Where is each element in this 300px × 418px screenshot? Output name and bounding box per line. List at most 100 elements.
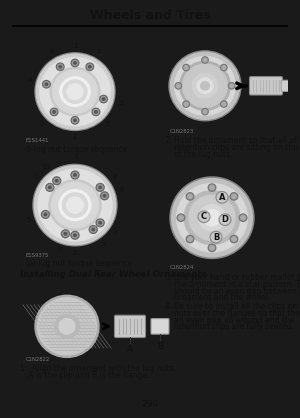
Circle shape	[232, 194, 236, 199]
Circle shape	[52, 110, 57, 115]
Circle shape	[33, 164, 117, 246]
Text: C1N2822: C1N2822	[26, 357, 50, 362]
Circle shape	[189, 195, 235, 240]
Circle shape	[72, 60, 78, 66]
Circle shape	[56, 63, 64, 71]
Circle shape	[188, 194, 192, 199]
Text: an even gap all around and the: an even gap all around and the	[174, 316, 295, 325]
Circle shape	[47, 185, 52, 190]
Text: the ornament in a star pattern. There: the ornament in a star pattern. There	[174, 280, 300, 289]
Circle shape	[52, 70, 98, 113]
Circle shape	[188, 237, 192, 241]
Text: 5: 5	[106, 121, 110, 127]
Circle shape	[96, 219, 104, 227]
Text: C: C	[201, 212, 207, 221]
Circle shape	[46, 184, 54, 191]
Text: 1: 1	[73, 155, 77, 161]
Circle shape	[216, 191, 228, 203]
Text: 7: 7	[58, 247, 62, 253]
FancyBboxPatch shape	[281, 80, 289, 92]
Circle shape	[186, 235, 194, 243]
Circle shape	[203, 110, 207, 114]
Circle shape	[232, 237, 236, 241]
Circle shape	[197, 78, 213, 94]
Text: 3: 3	[33, 174, 38, 180]
Circle shape	[170, 177, 254, 258]
Circle shape	[210, 246, 214, 250]
Circle shape	[59, 66, 61, 68]
Circle shape	[52, 182, 98, 228]
Circle shape	[38, 298, 96, 355]
Circle shape	[93, 110, 98, 115]
Text: 2: 2	[73, 134, 77, 140]
Text: should be an even gap between the: should be an even gap between the	[174, 287, 300, 296]
Circle shape	[198, 211, 210, 222]
Circle shape	[103, 195, 106, 197]
Circle shape	[177, 214, 185, 222]
Circle shape	[199, 205, 225, 231]
Circle shape	[61, 230, 69, 238]
Circle shape	[172, 178, 252, 257]
Circle shape	[99, 222, 101, 224]
Circle shape	[210, 185, 214, 190]
Circle shape	[55, 315, 79, 338]
Circle shape	[202, 57, 208, 63]
Text: 1.  Align the ornament with the lug nuts.: 1. Align the ornament with the lug nuts.	[20, 364, 176, 373]
Text: 5: 5	[26, 217, 31, 223]
Circle shape	[35, 296, 99, 357]
Circle shape	[208, 244, 216, 252]
Text: C1N2824: C1N2824	[170, 265, 194, 270]
Circle shape	[53, 177, 61, 185]
Circle shape	[175, 83, 182, 89]
Circle shape	[180, 61, 230, 110]
Text: 4.: 4.	[165, 302, 172, 311]
Circle shape	[86, 63, 94, 71]
Circle shape	[203, 58, 207, 62]
Circle shape	[202, 109, 208, 115]
Text: E1S9375: E1S9375	[26, 252, 50, 257]
Circle shape	[192, 74, 218, 98]
Text: Installing Dual Rear Wheel Ornaments: Installing Dual Rear Wheel Ornaments	[20, 270, 206, 279]
Text: 10-lug nut torque sequence: 10-lug nut torque sequence	[26, 260, 132, 268]
Circle shape	[44, 82, 49, 87]
Circle shape	[56, 179, 58, 182]
Circle shape	[71, 117, 79, 124]
Circle shape	[59, 190, 91, 221]
Text: 10: 10	[42, 163, 51, 170]
Circle shape	[54, 178, 59, 184]
Circle shape	[220, 64, 227, 71]
Circle shape	[72, 118, 78, 123]
Circle shape	[71, 232, 79, 239]
Circle shape	[222, 102, 226, 106]
Circle shape	[58, 64, 63, 69]
Circle shape	[204, 209, 220, 226]
Text: B: B	[213, 233, 219, 242]
Circle shape	[72, 233, 78, 238]
Circle shape	[74, 119, 76, 122]
Text: of the lug nuts.: of the lug nuts.	[174, 150, 233, 159]
FancyBboxPatch shape	[151, 319, 169, 334]
Circle shape	[219, 214, 231, 225]
Circle shape	[102, 193, 107, 199]
Circle shape	[100, 192, 109, 200]
Text: Hold the ornament so that all of the: Hold the ornament so that all of the	[174, 136, 300, 145]
Circle shape	[210, 231, 222, 243]
Text: Use your hand or rubber mallet to tap: Use your hand or rubber mallet to tap	[174, 273, 300, 282]
Circle shape	[64, 232, 67, 235]
Circle shape	[99, 186, 101, 189]
Circle shape	[60, 77, 90, 106]
Circle shape	[89, 226, 97, 233]
FancyBboxPatch shape	[115, 315, 146, 337]
Text: E1S1441: E1S1441	[26, 138, 50, 143]
Text: C1N2823: C1N2823	[170, 130, 194, 135]
Circle shape	[49, 180, 101, 230]
Circle shape	[44, 213, 47, 216]
Circle shape	[100, 95, 107, 103]
Text: B: B	[157, 342, 163, 351]
Circle shape	[230, 235, 238, 243]
Circle shape	[184, 102, 188, 106]
Circle shape	[241, 216, 245, 220]
Circle shape	[63, 80, 87, 103]
Text: 3.: 3.	[165, 273, 172, 282]
Text: 8-lug nut torque sequence: 8-lug nut torque sequence	[26, 145, 127, 154]
